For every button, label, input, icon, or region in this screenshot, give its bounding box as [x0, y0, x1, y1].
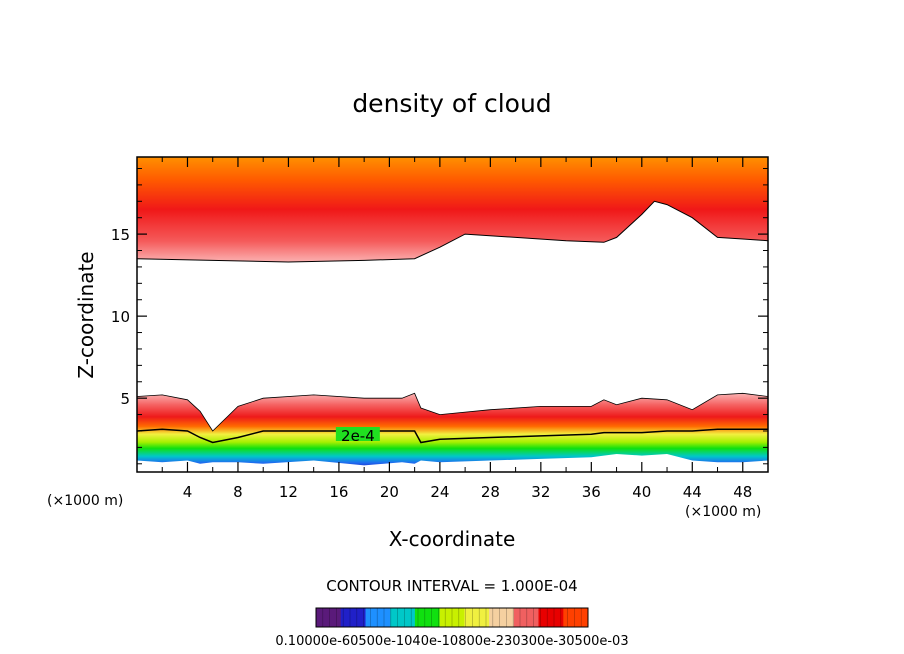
- colorbar-swatch: [538, 608, 564, 627]
- colorbar-swatch: [464, 608, 490, 627]
- x-axis-unit-left: (×1000 m): [47, 493, 123, 509]
- colorbar-swatch: [414, 608, 441, 627]
- z-tick-label: 5: [120, 390, 130, 408]
- chart-title: density of cloud: [352, 89, 551, 118]
- x-tick-label: 20: [380, 483, 399, 501]
- y-axis-label: Z-coordinate: [74, 251, 98, 378]
- contour-lines: [137, 200, 768, 444]
- colorbar-swatch: [340, 608, 366, 627]
- sub-cloud-clear-region: [137, 454, 768, 472]
- lower-cloud-top-contour: [137, 392, 768, 432]
- contour-2e-4: [137, 428, 768, 444]
- colorbar-frame: [315, 607, 589, 628]
- upper-cloud-base-contour: [137, 200, 768, 263]
- x-tick-label: 48: [733, 483, 752, 501]
- x-axis-label: X-coordinate: [389, 527, 516, 551]
- x-tick-label: 16: [329, 483, 348, 501]
- colorbar-swatch: [365, 608, 391, 627]
- z-tick-label: 10: [111, 308, 130, 326]
- contour-label: 2e-4: [341, 427, 375, 445]
- contour-label-background: [335, 426, 380, 441]
- x-axis-unit-right: (×1000 m): [685, 504, 761, 520]
- lower-cloud-region: [137, 393, 768, 472]
- x-tick-label: 12: [279, 483, 298, 501]
- x-tick-label: 4: [183, 483, 193, 501]
- x-tick-label: 8: [233, 483, 243, 501]
- colorbar-swatch: [489, 608, 515, 627]
- z-tick-label: 15: [111, 226, 130, 244]
- contour-interval-text: CONTOUR INTERVAL = 1.000E-04: [326, 577, 577, 595]
- x-tick-label: 40: [632, 483, 651, 501]
- colorbar-swatch: [439, 608, 465, 627]
- colorbar-swatch: [563, 608, 589, 627]
- colorbar-labels: 0.10000e-60500e-1040e-10800e-230300e-305…: [275, 634, 628, 649]
- x-tick-label: 24: [430, 483, 449, 501]
- x-tick-label: 28: [481, 483, 500, 501]
- colorbar-swatch: [390, 608, 416, 627]
- x-tick-label: 44: [683, 483, 702, 501]
- upper-cloud-region: [137, 157, 768, 262]
- colorbar-swatch: [316, 608, 342, 627]
- colorbar: [315, 607, 589, 628]
- plot-frame: [136, 156, 769, 473]
- x-tick-label: 32: [531, 483, 550, 501]
- plot-area: [137, 157, 768, 472]
- colorbar-swatch: [513, 608, 539, 627]
- x-tick-label: 36: [582, 483, 601, 501]
